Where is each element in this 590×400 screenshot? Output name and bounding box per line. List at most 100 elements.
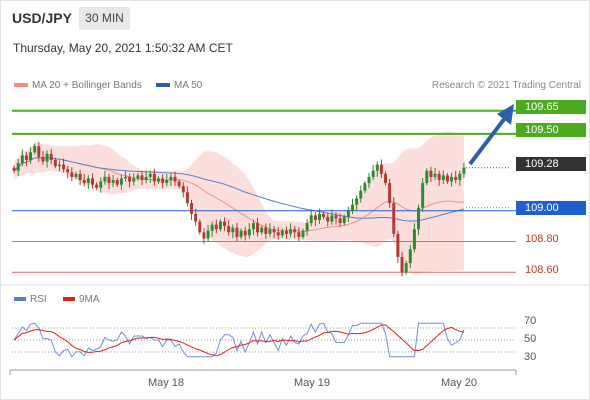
ma50-line xyxy=(13,157,465,222)
candle-body xyxy=(404,263,408,273)
candle-body xyxy=(12,167,16,171)
candle-body xyxy=(231,227,235,233)
level-label-support-1: 108.80 xyxy=(525,233,559,245)
header: USD/JPY 30 MIN xyxy=(0,0,590,36)
candle-body xyxy=(111,180,115,184)
candle-body xyxy=(152,173,156,182)
candle-body xyxy=(367,176,371,184)
candle-body xyxy=(326,216,330,222)
x-label-may-18: May 18 xyxy=(147,377,185,389)
candle-body xyxy=(441,175,445,180)
candle-body xyxy=(107,176,111,184)
candle-body xyxy=(239,230,243,237)
candle-body xyxy=(57,164,61,167)
ma20-label: MA 20 + Bollinger Bands xyxy=(32,80,142,91)
projection-arrow-head xyxy=(497,104,514,125)
candle-body xyxy=(214,224,218,230)
ma50-label: MA 50 xyxy=(174,80,203,91)
candle-body xyxy=(363,183,367,191)
candle-body xyxy=(132,178,136,182)
candle-body xyxy=(115,180,119,185)
candle-body xyxy=(169,176,173,180)
candle-body xyxy=(396,233,400,257)
x-label-may-19: May 19 xyxy=(293,377,331,389)
candle-body xyxy=(181,186,185,193)
candle-body xyxy=(379,164,383,174)
candle-body xyxy=(66,169,70,173)
candle-body xyxy=(408,249,412,264)
candle-body xyxy=(140,175,144,180)
candle-body xyxy=(49,153,53,160)
candle-body xyxy=(346,210,350,217)
candle-body xyxy=(185,192,189,204)
candle-body xyxy=(375,164,379,171)
candle-body xyxy=(206,230,210,239)
candle-body xyxy=(194,213,198,222)
candle-body xyxy=(384,173,388,184)
candle-body xyxy=(95,184,99,188)
candle-body xyxy=(82,180,86,184)
candle-body xyxy=(53,160,57,167)
candle-body xyxy=(388,183,392,204)
timeframe-button[interactable]: 30 MIN xyxy=(79,7,130,30)
candle-body xyxy=(458,173,462,180)
x-label-may-20: May 20 xyxy=(440,377,478,389)
candle-body xyxy=(218,221,222,230)
candle-body xyxy=(16,163,20,171)
candle-body xyxy=(462,167,466,174)
candle-body xyxy=(355,198,359,205)
candle-body xyxy=(289,229,293,234)
candle-body xyxy=(433,173,437,177)
candle-body xyxy=(256,223,260,233)
candle-body xyxy=(400,256,404,273)
projection-arrow-shaft xyxy=(468,116,507,166)
candle-body xyxy=(247,229,251,236)
candle-body xyxy=(243,230,247,236)
candle-body xyxy=(450,176,454,182)
candle-body xyxy=(330,215,334,222)
candle-body xyxy=(33,146,37,153)
rsi-tick-30: 30 xyxy=(524,351,537,363)
candle-body xyxy=(260,227,264,233)
legend-rsi: RSI xyxy=(14,294,47,305)
candle-body xyxy=(41,156,45,162)
candle-body xyxy=(74,173,78,177)
candle-body xyxy=(251,223,255,230)
candle-body xyxy=(284,230,288,234)
candle-body xyxy=(334,215,338,219)
candle-body xyxy=(202,232,206,239)
candle-body xyxy=(351,204,354,211)
candle-body xyxy=(313,215,317,220)
candle-body xyxy=(437,173,441,180)
candle-body xyxy=(392,203,396,234)
candle-body xyxy=(62,164,66,170)
ma20-swatch xyxy=(14,83,28,88)
legend-ma20: MA 20 + Bollinger Bands xyxy=(14,80,142,91)
candle-body xyxy=(223,221,227,227)
candle-body xyxy=(119,178,123,185)
candle-body xyxy=(301,230,305,237)
candle-body xyxy=(29,152,33,160)
candle-body xyxy=(128,176,132,182)
level-label-last-price: 109.28 xyxy=(516,157,586,171)
candle-body xyxy=(177,181,181,187)
rsi-ma-swatch xyxy=(63,297,75,302)
timestamp: Thursday, May 20, 2021 1:50:32 AM CET xyxy=(13,41,233,55)
candle-body xyxy=(90,178,94,185)
candle-body xyxy=(425,170,429,184)
ma50-swatch xyxy=(156,83,170,88)
candle-body xyxy=(103,176,107,182)
candle-body xyxy=(78,173,82,180)
candle-body xyxy=(144,176,148,180)
candle-body xyxy=(293,229,297,233)
candle-body xyxy=(264,227,268,234)
candle-body xyxy=(161,178,165,184)
legend-ma50: MA 50 xyxy=(156,80,202,91)
legend-rsi-ma: 9MA xyxy=(63,294,100,305)
candle-body xyxy=(445,175,449,182)
rsi-ma-label: 9MA xyxy=(79,294,100,305)
candle-body xyxy=(322,213,326,217)
candle-body xyxy=(280,230,284,236)
level-label-support-2: 108.60 xyxy=(525,264,559,276)
